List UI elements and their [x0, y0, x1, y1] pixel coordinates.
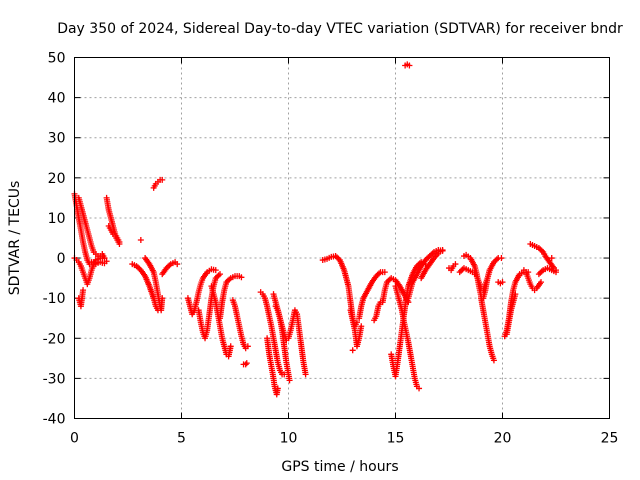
data-point	[212, 267, 219, 274]
data-point	[238, 274, 245, 281]
data-point	[452, 261, 459, 268]
data-point	[548, 255, 555, 262]
x-tick-label: 0	[70, 431, 79, 447]
series-arc-38	[478, 295, 497, 364]
data-point	[490, 357, 497, 364]
data-point	[103, 258, 110, 265]
data-point	[116, 241, 123, 248]
plot-frame	[74, 57, 610, 419]
series-arc-01	[71, 190, 102, 268]
series-arc-25	[356, 269, 388, 322]
data-point	[416, 385, 423, 392]
data-point	[439, 247, 446, 254]
data-point	[349, 347, 356, 354]
y-tick-label: -20	[43, 331, 66, 347]
series-arc-44	[535, 265, 559, 278]
data-point	[244, 343, 251, 350]
series-arc-28	[379, 275, 412, 306]
data-point	[381, 269, 388, 276]
y-tick-label: -40	[43, 412, 66, 428]
y-tick-label: -30	[43, 371, 66, 387]
data-point	[499, 279, 506, 286]
series-arc-22	[264, 335, 281, 398]
series-arc-37	[471, 255, 505, 294]
series-arc-26	[349, 347, 356, 354]
x-tick-label: 25	[601, 431, 619, 447]
y-tick-label: 30	[48, 131, 66, 147]
x-tick-label: 20	[494, 431, 512, 447]
series-arc-31	[405, 247, 446, 302]
chart-title: Day 350 of 2024, Sidereal Day-to-day VTE…	[57, 21, 623, 37]
data-point	[302, 371, 309, 378]
series-arc-24	[347, 307, 365, 350]
x-axis-label: GPS time / hours	[281, 459, 398, 475]
data-point	[159, 295, 166, 302]
y-tick-label: 10	[48, 211, 66, 227]
series-arc-27	[371, 299, 384, 324]
x-tick-label: 5	[177, 431, 186, 447]
y-tick-label: -10	[43, 291, 66, 307]
series-arc-03	[75, 287, 87, 310]
series-arc-39	[495, 279, 506, 287]
data-point	[358, 323, 365, 330]
series-arc-34	[446, 261, 459, 274]
series-arc-32	[418, 247, 446, 282]
data-point	[498, 255, 505, 262]
series-arc-21	[272, 303, 309, 378]
series-arc-43	[527, 241, 559, 274]
data-point	[274, 385, 281, 392]
data-point	[174, 261, 181, 268]
series-arc-11	[137, 237, 144, 244]
series-arc-06	[105, 222, 123, 248]
series-arc-45	[548, 255, 555, 262]
y-tick-label: 50	[48, 51, 66, 67]
data-marks	[71, 61, 559, 398]
y-tick-label: 40	[48, 91, 66, 107]
series-arc-16	[217, 273, 245, 322]
x-tick-label: 15	[387, 431, 405, 447]
tick-layer: 0 5 10 15 20 25 -40 -30 -20 -10 0 10 20 30 40 50	[43, 51, 619, 447]
grid-layer	[74, 57, 610, 419]
y-tick-label: 20	[48, 171, 66, 187]
data-point	[80, 287, 87, 294]
series-arc-30	[392, 283, 423, 392]
data-point	[137, 237, 144, 244]
series-arc-18	[240, 360, 250, 368]
data-point	[553, 269, 559, 276]
series-arc-42	[520, 267, 545, 294]
data-point	[101, 255, 108, 262]
data-point	[227, 343, 234, 350]
series-arc-09	[142, 255, 166, 314]
series-arc-13	[184, 266, 219, 318]
data-point	[538, 279, 545, 286]
series-arc-04	[75, 194, 108, 262]
series-arc-10	[159, 259, 181, 278]
data-point	[286, 377, 293, 384]
data-point	[242, 361, 249, 368]
data-point	[406, 62, 413, 69]
data-point	[243, 360, 250, 367]
series-arc-12	[150, 176, 166, 191]
series-arc-41	[503, 291, 519, 338]
series-arc-08	[129, 261, 161, 314]
y-tick-label: 0	[57, 251, 66, 267]
data-point	[512, 291, 519, 298]
x-tick-label: 10	[280, 431, 298, 447]
series-arc-17	[229, 297, 251, 352]
series-arc-33	[402, 61, 413, 69]
series-arc-07	[97, 258, 110, 267]
data-point	[217, 271, 224, 278]
data-point	[159, 176, 166, 183]
series-arc-05	[103, 194, 123, 246]
y-axis-label: SDTVAR / TECUs	[7, 181, 23, 296]
